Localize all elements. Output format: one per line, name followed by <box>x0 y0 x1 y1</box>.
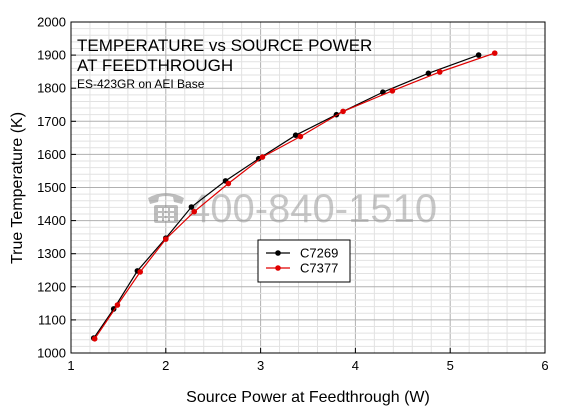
y-tick-label: 1200 <box>37 279 66 294</box>
y-tick-label: 1500 <box>37 180 66 195</box>
data-point <box>225 180 232 187</box>
data-point <box>340 108 346 115</box>
chart-subtitle: ES-423GR on AEI Base <box>77 77 205 91</box>
x-tick-label: 3 <box>257 358 264 373</box>
series-layer <box>90 50 498 342</box>
y-axis-title: True Temperature (K) <box>9 112 26 264</box>
series-C7377 <box>91 50 498 342</box>
y-tick-label: 2000 <box>37 15 66 30</box>
y-tick-label: 1600 <box>37 147 66 162</box>
x-tick-label: 5 <box>447 358 454 373</box>
ticks: 1 2 3 4 5 6 1000 1100 1200 1300 1400 1500 1600 1700 18… <box>37 15 549 374</box>
data-point <box>191 208 198 215</box>
data-point <box>114 302 121 308</box>
y-tick-label: 1700 <box>37 114 66 129</box>
x-tick-label: 1 <box>67 358 74 373</box>
data-point <box>259 154 266 160</box>
y-tick-label: 1300 <box>37 246 66 261</box>
y-tick-label: 1800 <box>37 81 66 96</box>
chart-title-line1: TEMPERATURE vs SOURCE POWER <box>77 36 372 55</box>
y-tick-label: 1400 <box>37 213 66 228</box>
chart-title-line2: AT FEEDTHROUGH <box>77 56 233 75</box>
data-point <box>425 70 432 77</box>
y-tick-label: 1900 <box>37 48 66 63</box>
data-point <box>491 50 498 56</box>
x-tick-label: 4 <box>352 358 359 373</box>
legend-label: C7377 <box>300 261 338 276</box>
data-point <box>163 236 169 242</box>
data-point <box>137 269 144 275</box>
grid <box>70 21 546 354</box>
data-point <box>436 69 443 75</box>
phone-icon <box>148 193 184 223</box>
legend-box <box>257 239 351 283</box>
x-tick-label: 6 <box>541 358 548 373</box>
y-tick-label: 1000 <box>37 346 66 361</box>
data-point <box>297 133 304 140</box>
legend-marker <box>275 250 281 256</box>
legend-marker <box>275 265 281 271</box>
data-point <box>188 204 195 210</box>
watermark-text: 400-840-1510 <box>188 187 437 231</box>
y-tick-label: 1100 <box>38 312 66 327</box>
x-axis-title: Source Power at Feedthrough (W) <box>186 389 430 406</box>
legend-label: C7269 <box>300 246 338 261</box>
data-point <box>292 132 299 139</box>
x-tick-label: 2 <box>162 358 169 373</box>
series-line <box>94 52 495 340</box>
data-point <box>475 52 482 58</box>
data-point <box>91 335 98 342</box>
watermark: 400-840-1510 <box>148 187 437 231</box>
data-point <box>389 88 396 94</box>
